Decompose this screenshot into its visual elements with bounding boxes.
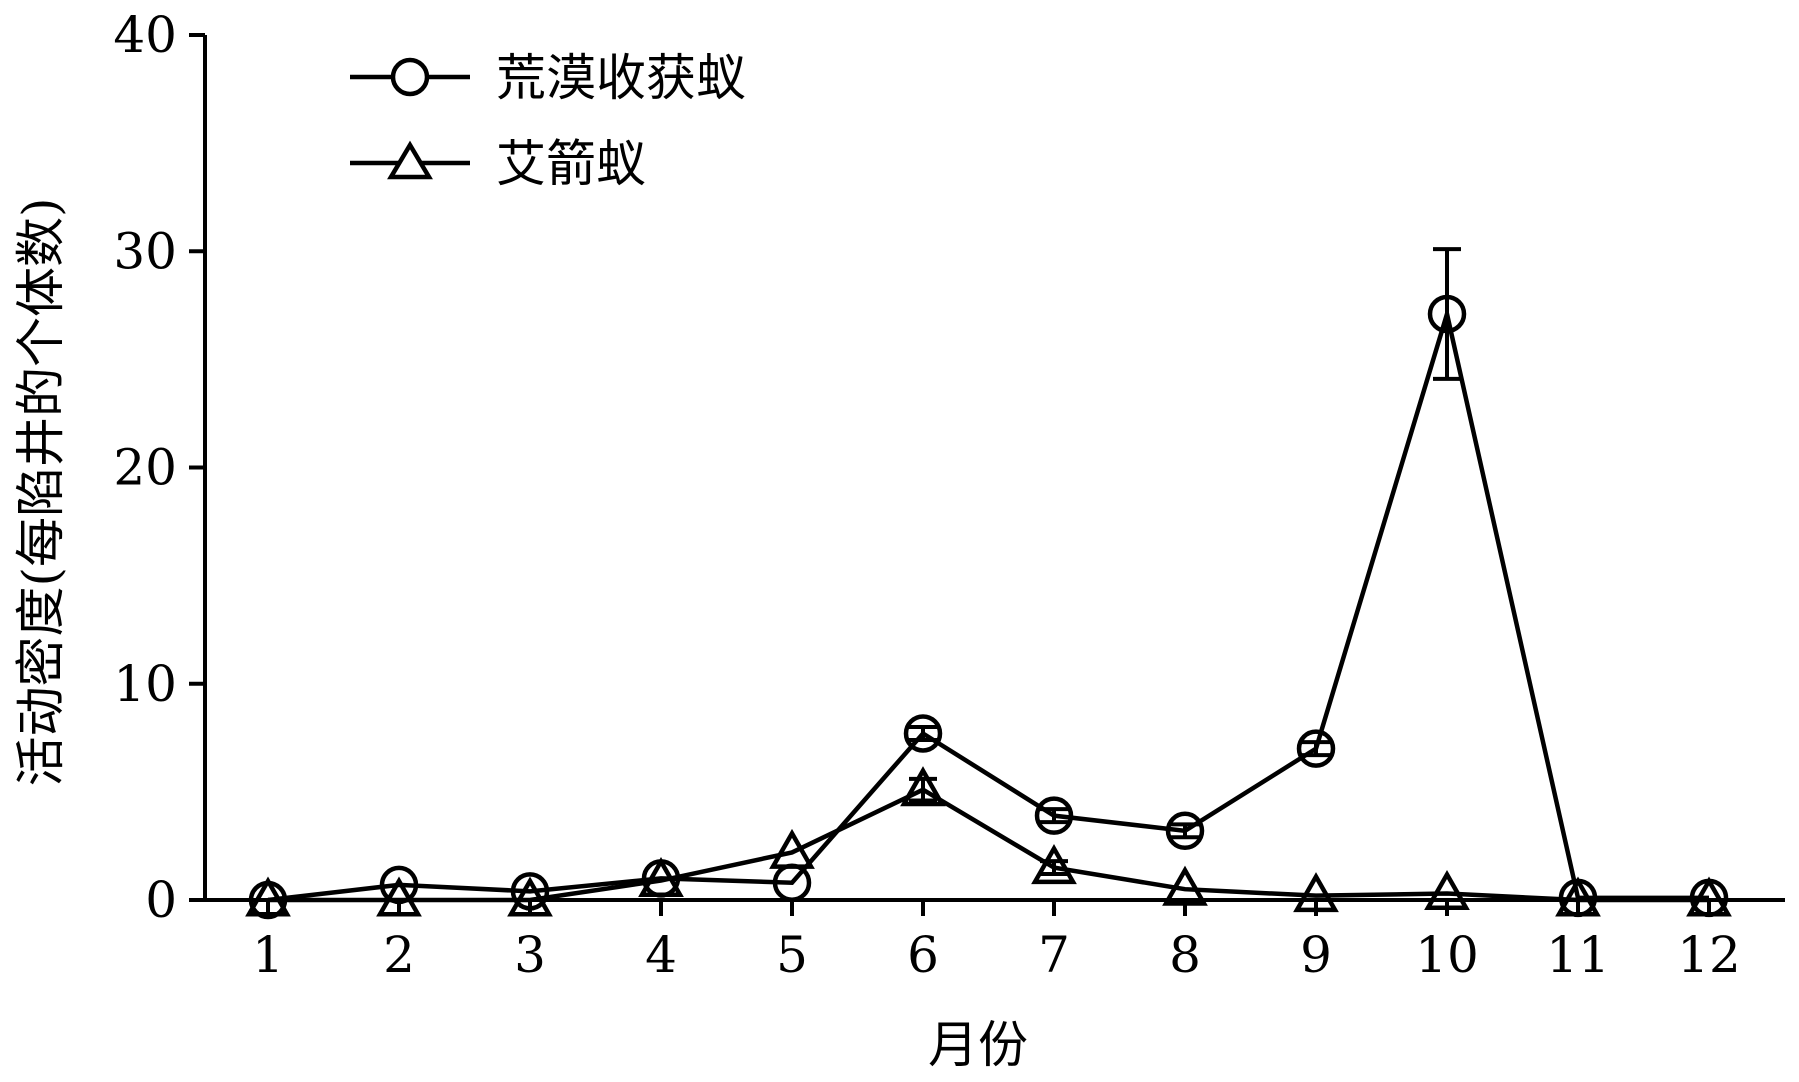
series-2 <box>245 766 1732 917</box>
x-tick-label: 9 <box>1300 926 1332 984</box>
series-line <box>267 305 1709 903</box>
data-point-circle <box>1165 811 1205 851</box>
data-point-triangle <box>1031 844 1077 885</box>
data-point-triangle <box>1293 872 1339 913</box>
series-line <box>268 787 1709 903</box>
x-tick-label: 3 <box>514 926 546 984</box>
y-tick-label: 0 <box>145 871 177 929</box>
data-point-triangle <box>1686 876 1732 917</box>
series-1 <box>248 247 1729 920</box>
data-point-triangle <box>1162 865 1208 906</box>
data-point-triangle <box>638 857 684 898</box>
data-point-circle <box>1427 294 1467 334</box>
x-axis-title: 月份 <box>928 1016 1028 1074</box>
y-axis-title: 活动密度(每陷井的个体数) <box>12 197 70 786</box>
data-point-triangle <box>507 876 553 917</box>
x-tick-label: 5 <box>776 926 808 984</box>
y-tick-label: 40 <box>113 6 177 64</box>
data-point-triangle <box>1424 869 1470 911</box>
x-tick-label: 2 <box>383 926 415 984</box>
x-tick-label: 1 <box>252 926 284 984</box>
data-point-circle <box>1296 729 1336 768</box>
x-tick-label: 6 <box>907 926 939 984</box>
y-tick-label: 20 <box>113 439 177 497</box>
data-point-triangle <box>900 766 946 807</box>
y-tick-label: 30 <box>113 222 177 280</box>
legend: 荒漠收获蚁 艾箭蚁 <box>350 49 746 193</box>
x-tick-label: 8 <box>1169 926 1201 984</box>
legend-label-series-1: 荒漠收获蚁 <box>496 49 746 107</box>
data-point-triangle <box>1555 876 1601 917</box>
x-tick-label: 11 <box>1546 926 1610 984</box>
legend-marker-triangle <box>387 140 433 180</box>
data-point-triangle <box>245 876 291 917</box>
legend-marker-circle <box>390 57 430 97</box>
legend-label-series-2: 艾箭蚁 <box>496 135 646 193</box>
x-tick-label: 7 <box>1038 926 1070 984</box>
data-point-circle <box>903 714 943 753</box>
data-point-triangle <box>376 876 422 917</box>
data-point-triangle <box>769 828 815 869</box>
x-tick-label: 4 <box>645 926 677 984</box>
x-tick-label: 12 <box>1677 926 1741 984</box>
y-tick-label: 10 <box>113 655 177 713</box>
data-point-circle <box>1034 796 1074 835</box>
series-layer <box>245 247 1732 920</box>
data-point-circle <box>510 872 550 911</box>
x-tick-label: 10 <box>1415 926 1479 984</box>
